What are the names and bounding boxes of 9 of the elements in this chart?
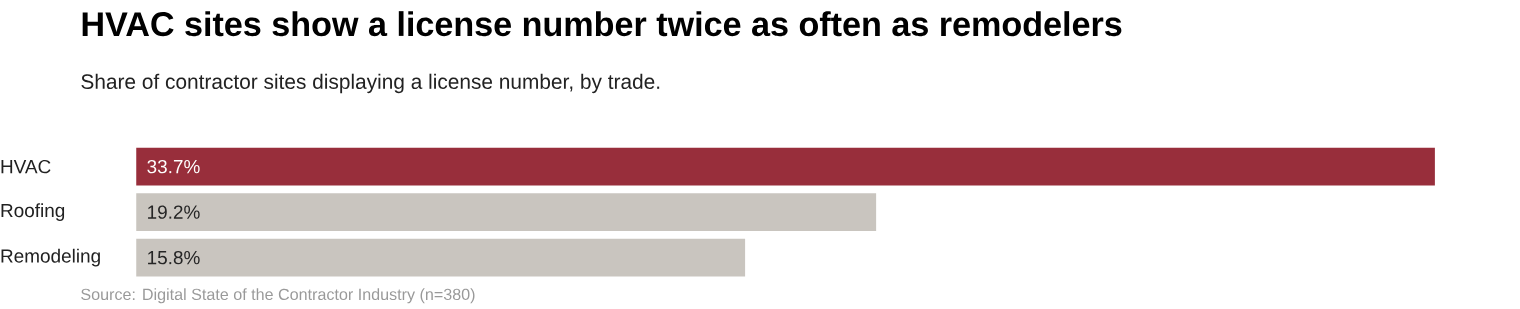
- data-label: 15.8%: [148, 250, 200, 265]
- chart-subtitle: Share of contractor sites displaying a license number, by trade.: [81, 73, 660, 94]
- data-label: 33.7%: [147, 159, 200, 174]
- chart-title: HVAC sites show a license number twice as often as remodelers: [82, 11, 1122, 37]
- source-note: Source: Digital State of the Contractor Industry (n=380): [81, 288, 475, 304]
- y-tick-label: HVAC: [1, 159, 51, 174]
- y-tick-label: Remodeling: [1, 248, 100, 267]
- data-label: 19.2%: [148, 205, 200, 219]
- y-tick-label: Roofing: [1, 203, 65, 221]
